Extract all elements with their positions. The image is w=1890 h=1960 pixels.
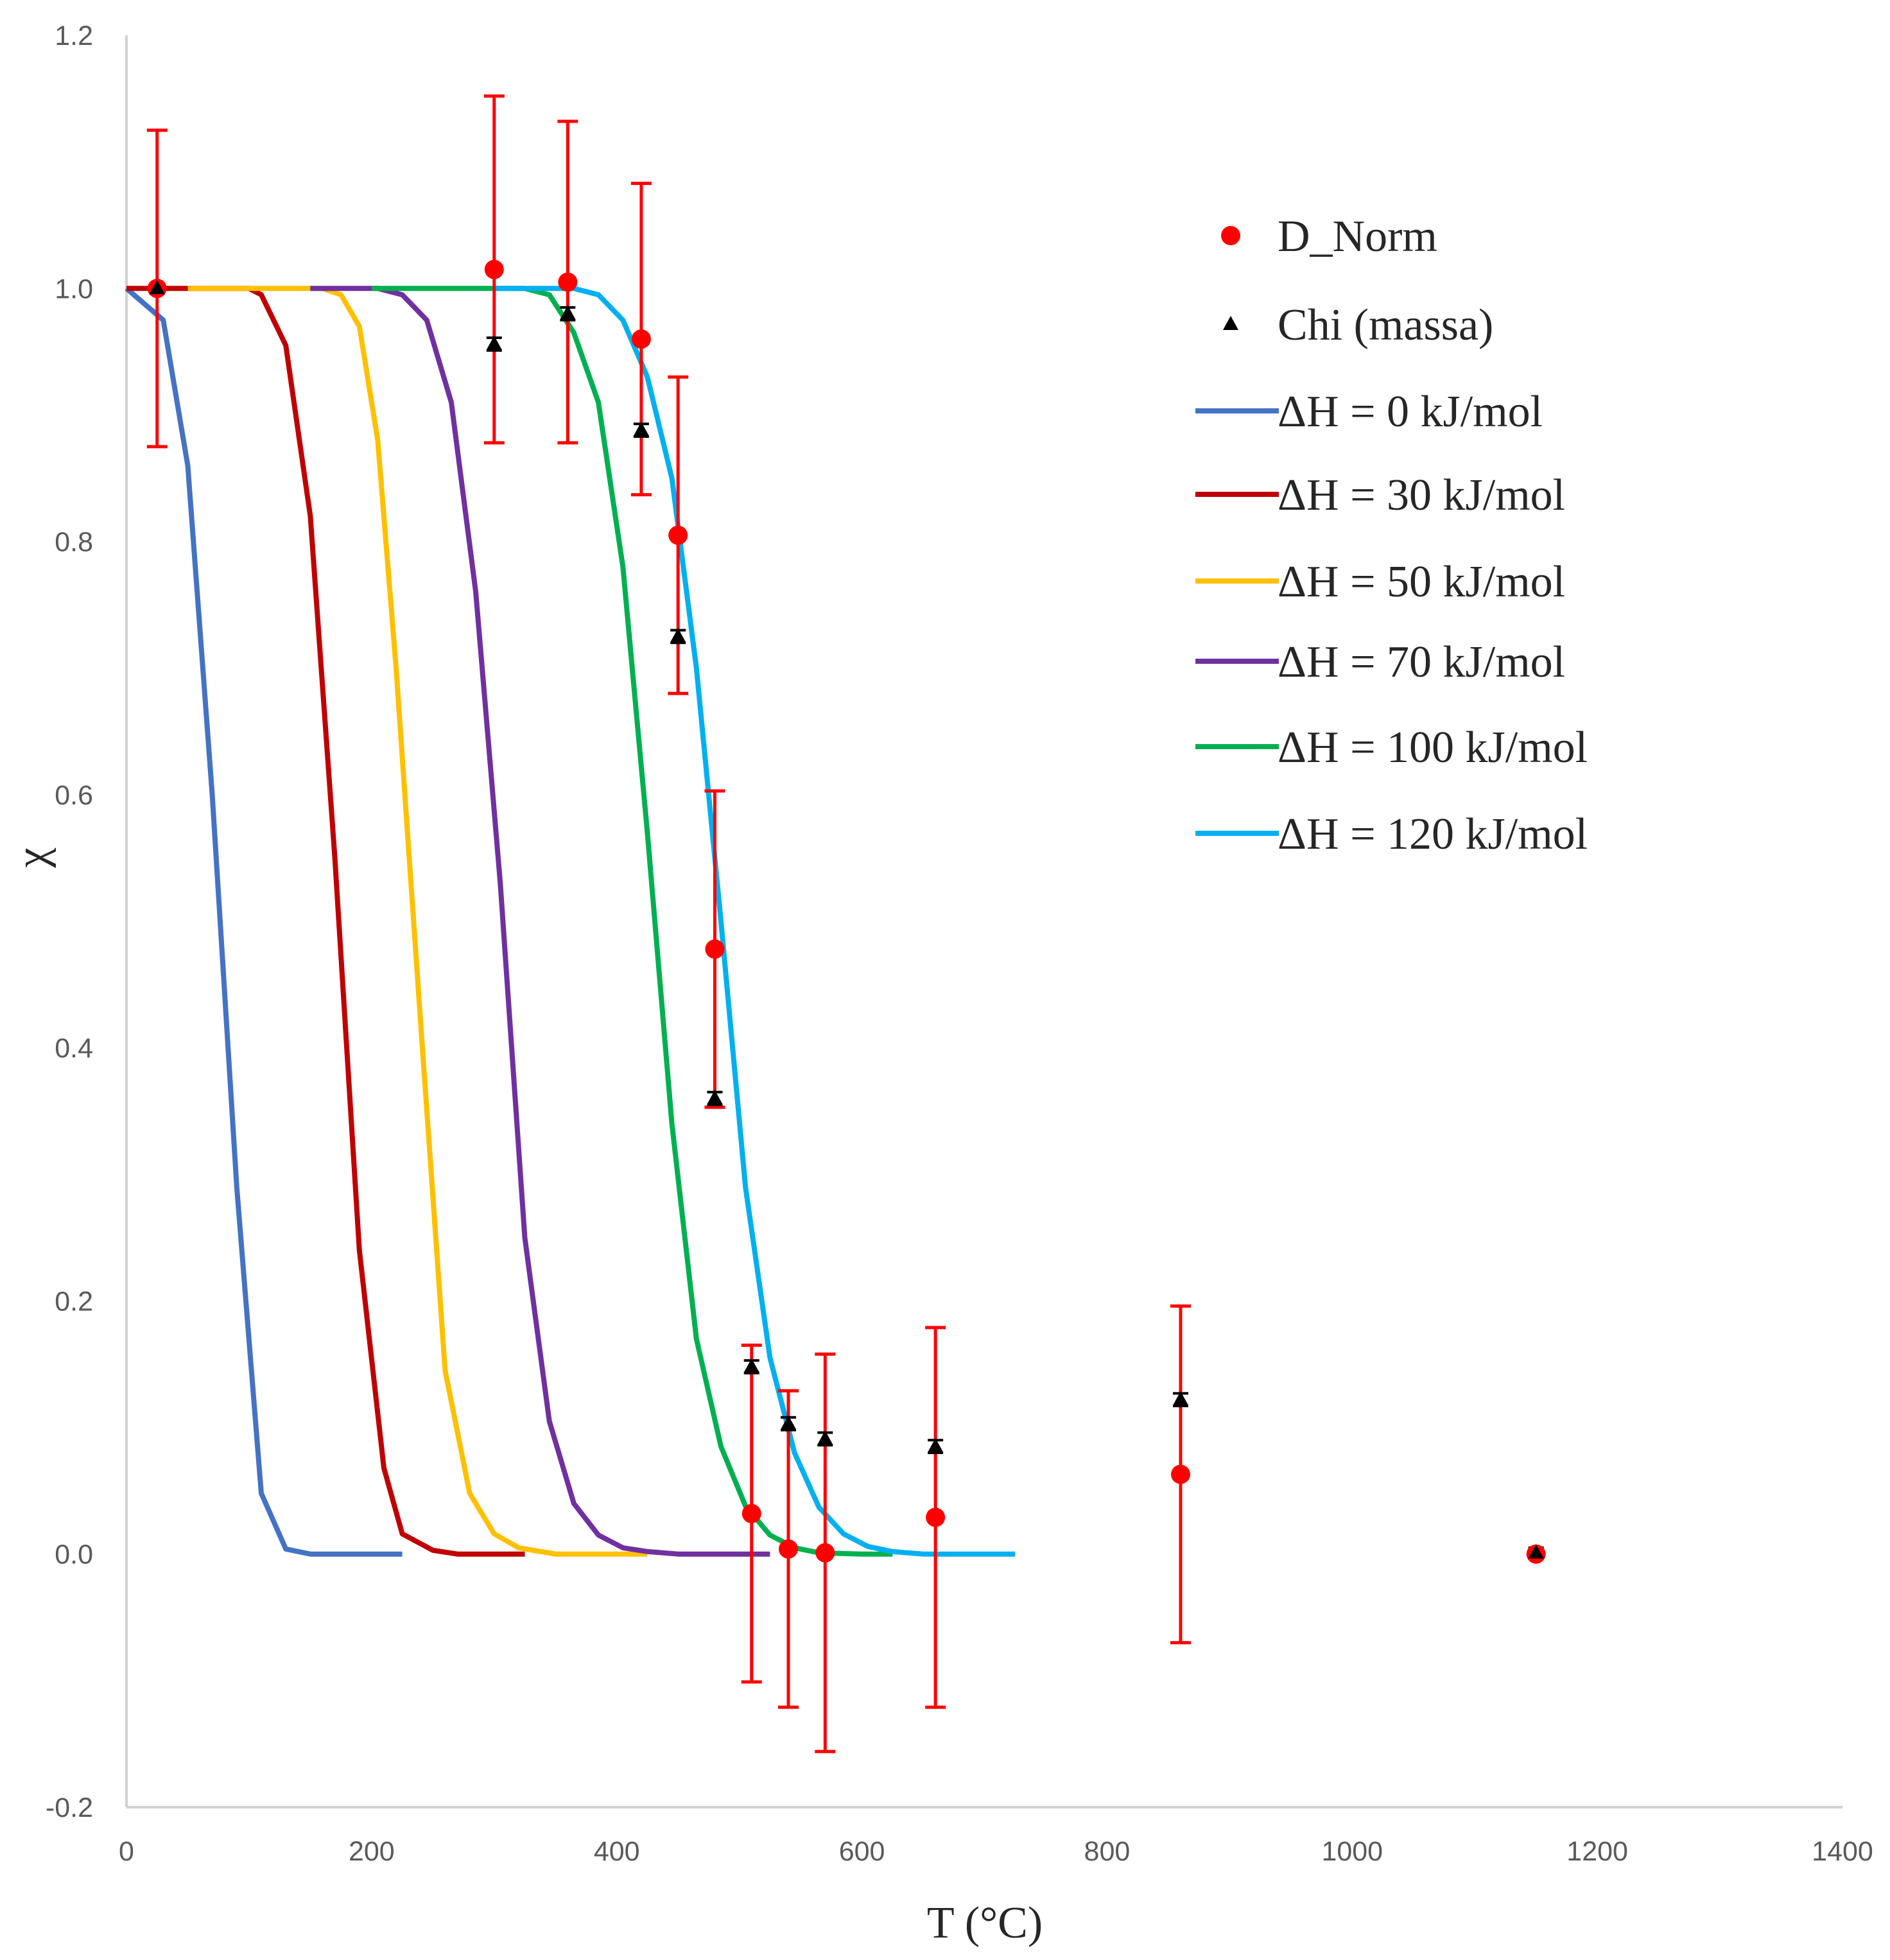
y-tick-label: 1.0 xyxy=(55,273,93,304)
data-point xyxy=(484,259,504,279)
data-point xyxy=(817,1430,833,1445)
x-axis-title: T (°C) xyxy=(927,1898,1043,1948)
y-tick-label: 1.2 xyxy=(55,21,93,51)
series-line xyxy=(494,286,1016,1557)
data-markers xyxy=(147,259,1546,1564)
data-point xyxy=(670,628,686,643)
y-tick-labels: -0.2 0.0 0.2 0.4 0.6 0.8 1.0 1.2 xyxy=(46,21,93,1823)
legend-label: ΔH = 50 kJ/mol xyxy=(1278,557,1565,607)
x-tick-label: 400 xyxy=(594,1836,640,1867)
legend-label: ΔH = 0 kJ/mol xyxy=(1278,387,1543,437)
series-line xyxy=(371,286,893,1557)
y-tick-label: -0.2 xyxy=(46,1792,93,1823)
legend-swatch xyxy=(1223,316,1238,330)
series-line xyxy=(126,286,525,1557)
x-tick-labels: 0 200 400 600 800 1000 1200 1400 xyxy=(119,1836,1873,1867)
legend-label: ΔH = 120 kJ/mol xyxy=(1278,810,1588,859)
series-line xyxy=(310,286,770,1557)
data-point xyxy=(1172,1391,1188,1405)
data-point xyxy=(486,335,502,350)
data-point xyxy=(707,1089,723,1104)
legend-label: Chi (massa) xyxy=(1278,300,1493,350)
y-tick-label: 0.2 xyxy=(55,1286,93,1317)
data-point xyxy=(1528,1544,1544,1559)
legend-label: D_Norm xyxy=(1278,212,1437,261)
data-point xyxy=(558,272,578,292)
legend-label: ΔH = 70 kJ/mol xyxy=(1278,637,1565,687)
legend-label: ΔH = 100 kJ/mol xyxy=(1278,723,1588,772)
x-tick-label: 600 xyxy=(839,1836,885,1867)
data-point xyxy=(815,1543,835,1563)
data-point xyxy=(779,1539,799,1559)
x-tick-label: 1000 xyxy=(1321,1836,1383,1867)
data-point xyxy=(560,305,576,320)
legend-swatch xyxy=(1221,226,1240,245)
legend-label: ΔH = 30 kJ/mol xyxy=(1278,471,1565,520)
y-tick-label: 0.4 xyxy=(55,1033,93,1064)
data-point xyxy=(705,939,725,959)
data-point xyxy=(631,329,651,349)
y-axis-title: χ xyxy=(7,847,56,868)
y-tick-label: 0.6 xyxy=(55,780,93,811)
data-point xyxy=(781,1415,797,1430)
data-point xyxy=(928,1437,944,1452)
data-point xyxy=(741,1504,761,1523)
series-line xyxy=(187,286,648,1557)
y-tick-label: 0.8 xyxy=(55,527,93,558)
data-point xyxy=(743,1358,759,1373)
x-tick-label: 200 xyxy=(349,1836,395,1867)
y-tick-label: 0.0 xyxy=(55,1539,93,1570)
axes: -0.2 0.0 0.2 0.4 0.6 0.8 1.0 1.2 0 200 400 600 800 1… xyxy=(46,21,1873,1867)
data-point xyxy=(1170,1464,1190,1484)
series-line xyxy=(125,286,403,1557)
x-tick-label: 1200 xyxy=(1566,1836,1628,1867)
model-curves xyxy=(125,286,1016,1557)
data-point xyxy=(668,525,688,545)
x-tick-label: 1400 xyxy=(1812,1836,1873,1867)
data-point xyxy=(633,421,649,436)
data-point xyxy=(149,280,165,295)
x-tick-label: 0 xyxy=(119,1836,134,1867)
data-point xyxy=(926,1507,946,1527)
x-tick-label: 800 xyxy=(1084,1836,1131,1867)
legend: D_Norm Chi (massa) ΔH = 0 kJ/mol ΔH = 30 kJ… xyxy=(1195,212,1588,859)
